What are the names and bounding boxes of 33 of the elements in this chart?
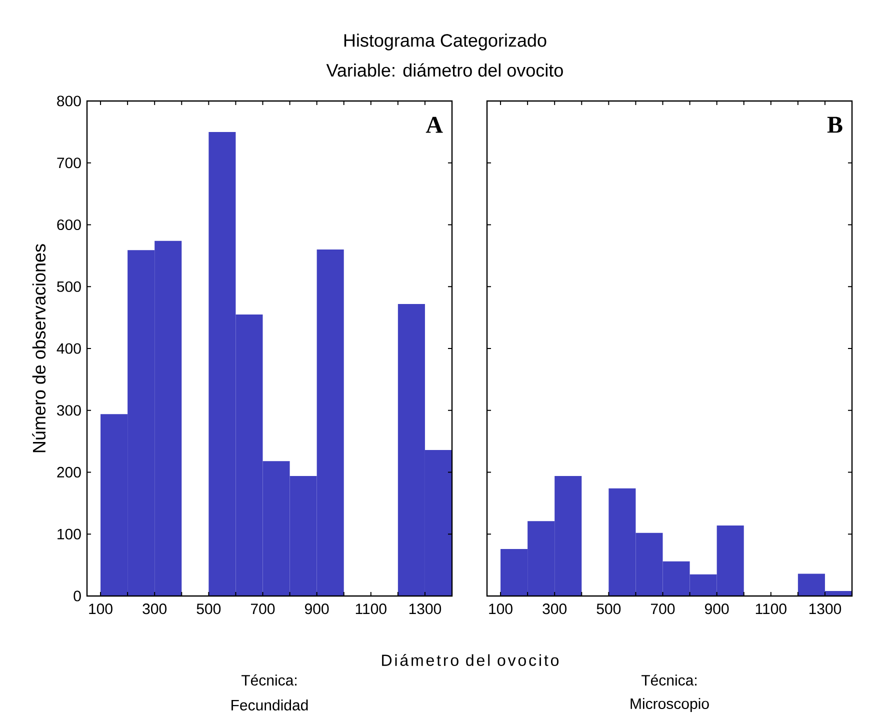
y-tick-label: 500	[57, 281, 81, 292]
chart-subtitle: Variable: diámetro del ovocito	[326, 63, 563, 77]
y-tick-label: 700	[57, 158, 81, 168]
x-tick-label: 700	[251, 604, 275, 614]
x-tick-label: 500	[596, 604, 621, 614]
x-tick-label: 700	[651, 604, 675, 614]
x-tick-label: 300	[142, 604, 167, 614]
text: Técnica:	[641, 674, 696, 686]
x-tick-label: 900	[305, 604, 329, 614]
y-tick-label: 800	[57, 96, 81, 106]
y-tick-label: 100	[58, 528, 81, 540]
x-tick-label: 900	[705, 604, 729, 614]
y-tick-label: 600	[57, 219, 81, 230]
x-tick-label: 1100	[356, 604, 386, 614]
y-tick-label: 400	[56, 343, 81, 354]
y-tick-label: 0	[74, 590, 81, 602]
text: Fecundidad	[232, 699, 308, 710]
x-tick-label: 100	[489, 604, 512, 614]
annotation: A	[426, 116, 443, 133]
y-tick-label: 200	[57, 466, 81, 478]
x-tick-label: 1300	[409, 604, 442, 614]
x-axis-title: Diámetro del ovocito	[382, 654, 559, 666]
y-tick-label: 300	[57, 405, 81, 416]
annotation: B	[827, 116, 842, 133]
text: Técnica:	[241, 674, 296, 686]
chart-title: Histograma Categorizado	[344, 34, 546, 50]
text: Microscopio	[630, 698, 709, 712]
x-tick-label: 100	[89, 604, 112, 614]
x-tick-label: 300	[542, 604, 567, 614]
x-tick-label: 1100	[756, 604, 786, 614]
x-tick-label: 500	[196, 604, 221, 614]
x-tick-label: 1300	[809, 604, 842, 614]
y-axis-title: Número de observaciones	[32, 244, 46, 452]
